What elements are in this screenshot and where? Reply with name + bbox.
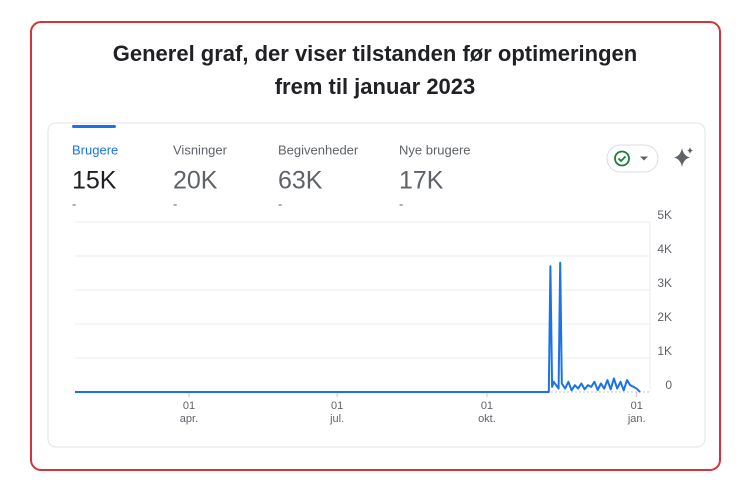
title-line: frem til januar 2023 xyxy=(275,74,476,99)
y-tick-label: 5K xyxy=(657,208,672,222)
insights-icon[interactable] xyxy=(674,147,693,167)
tab-change: - xyxy=(173,196,177,211)
tab-change: - xyxy=(399,196,403,211)
tab-change: - xyxy=(278,196,282,211)
y-tick-label: 4K xyxy=(657,242,672,256)
y-tick-label: 3K xyxy=(657,276,672,290)
x-tick-label: 01 jul. xyxy=(329,400,344,425)
tab-label: Begivenheder xyxy=(278,142,359,157)
y-tick-label: 2K xyxy=(657,310,672,324)
tab-label: Nye brugere xyxy=(399,142,471,157)
card xyxy=(47,122,706,448)
tab-value: 63K xyxy=(278,167,323,195)
title-line: Generel graf, der viser tilstanden før o… xyxy=(113,41,637,66)
tab-label: Brugere xyxy=(72,142,118,157)
active-tab-indicator xyxy=(72,125,116,128)
tab-value: 20K xyxy=(173,167,218,195)
tab-label: Visninger xyxy=(173,142,228,157)
x-tick-label: 01 okt. xyxy=(478,400,496,425)
dropdown-arrow xyxy=(640,156,648,161)
tab-value: 15K xyxy=(72,167,117,195)
tab-change: - xyxy=(72,196,76,211)
data-line xyxy=(75,261,641,393)
x-tick-label: 01 jan. xyxy=(627,400,646,425)
check-icon xyxy=(614,150,630,167)
y-tick-label: 0 xyxy=(665,378,672,392)
y-tick-label: 1K xyxy=(657,344,672,358)
tab-value: 17K xyxy=(399,167,444,195)
x-tick-label: 01 apr. xyxy=(180,400,198,425)
check-mark xyxy=(617,155,627,163)
